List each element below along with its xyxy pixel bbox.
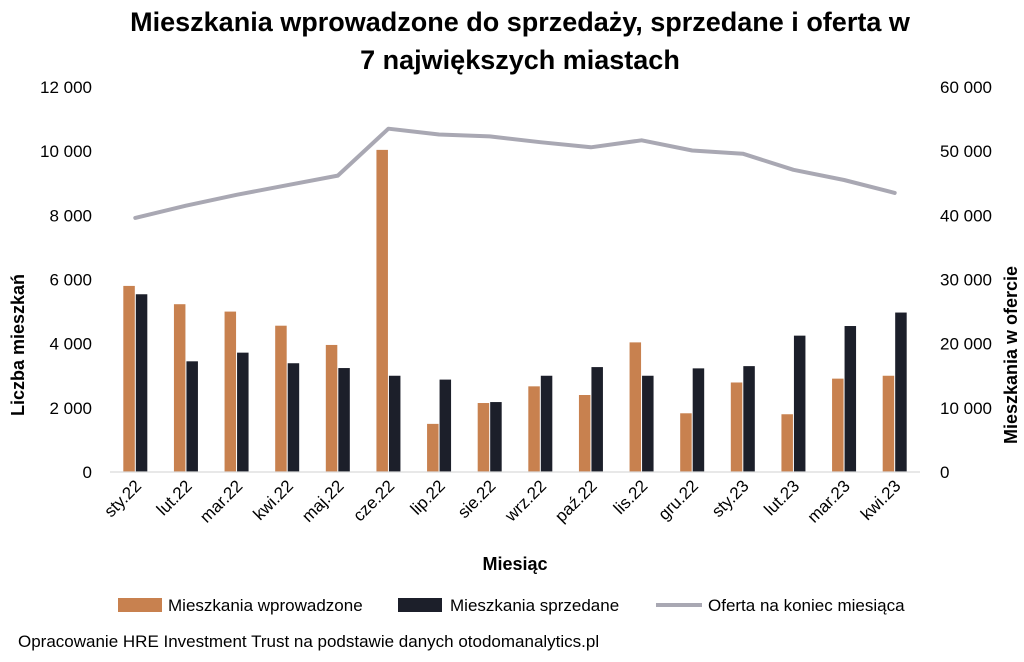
x-tick-label: lut.22 — [153, 476, 196, 519]
bar-mieszkania-sprzedane-kwi-22 — [287, 363, 300, 472]
bar-mieszkania-wprowadzone-kwi-22 — [275, 325, 287, 472]
bar-mieszkania-sprzedane-gru-22 — [692, 368, 705, 472]
bar-mieszkania-wprowadzone-lut-23 — [781, 414, 793, 472]
bar-mieszkania-sprzedane-lut-23 — [793, 335, 806, 472]
y-right-tick-label: 20 000 — [940, 335, 992, 354]
bar-mieszkania-wprowadzone-lut-22 — [173, 304, 186, 472]
bar-mieszkania-sprzedane-lip-22 — [439, 379, 452, 472]
bar-mieszkania-wprowadzone-gru-22 — [680, 413, 692, 472]
y-axis-left-ticks: 0 2 000 4 000 6 000 8 000 10 000 12 000 — [40, 78, 92, 482]
y-right-tick-label: 60 000 — [940, 78, 992, 97]
chart-title-line-1: Mieszkania wprowadzone do sprzedaży, spr… — [130, 7, 911, 37]
bar-mieszkania-sprzedane-sty-23 — [743, 366, 755, 472]
bar-mieszkania-sprzedane-cze-22 — [388, 375, 401, 472]
bar-mieszkania-wprowadzone-mar-22 — [224, 311, 237, 472]
legend-swatch-sprzedane — [398, 598, 442, 612]
x-tick-label: lis.22 — [610, 476, 651, 517]
x-axis-ticks: sty.22 lut.22 mar.22 kwi.22 maj.22 cze.22 lip.… — [101, 476, 905, 526]
chart-title-line-2: 7 największych miastach — [360, 45, 680, 75]
legend-label-sprzedane: Mieszkania sprzedane — [450, 596, 619, 615]
bar-mieszkania-wprowadzone-cze-22 — [376, 149, 388, 472]
y-axis-right-title: Mieszkania w ofercie — [1001, 266, 1021, 444]
x-tick-label: sty.22 — [101, 476, 146, 521]
x-axis-title: Miesiąc — [482, 554, 547, 574]
bar-mieszkania-sprzedane-kwi-23 — [895, 312, 907, 472]
bar-mieszkania-wprowadzone-mar-23 — [832, 378, 844, 472]
bar-mieszkania-wprowadzone-kwi-23 — [882, 375, 895, 472]
bar-mieszkania-wprowadzone-sie-22 — [477, 403, 490, 472]
x-tick-label: lut.23 — [760, 476, 803, 519]
legend-swatch-wprowadzone — [118, 598, 162, 612]
y-left-tick-label: 2 000 — [49, 399, 92, 418]
x-tick-label: kwi.22 — [250, 476, 298, 524]
bar-mieszkania-wprowadzone-lip-22 — [427, 423, 439, 472]
y-left-tick-label: 12 000 — [40, 78, 92, 97]
y-right-tick-label: 30 000 — [940, 271, 992, 290]
x-tick-label: kwi.23 — [857, 476, 905, 524]
x-tick-label: lip.22 — [407, 476, 449, 518]
source-note: Opracowanie HRE Investment Trust na pods… — [18, 632, 599, 651]
y-left-tick-label: 8 000 — [49, 206, 92, 225]
line-series — [133, 126, 897, 220]
y-left-tick-label: 4 000 — [49, 335, 92, 354]
bar-mieszkania-sprzedane-mar-22 — [237, 352, 249, 472]
bar-mieszkania-wprowadzone-lis-22 — [629, 342, 642, 472]
bar-mieszkania-sprzedane-paz-22 — [591, 367, 603, 472]
bar-mieszkania-sprzedane-wrz-22 — [540, 375, 553, 472]
y-left-tick-label: 0 — [83, 463, 92, 482]
legend-label-oferta: Oferta na koniec miesiąca — [708, 596, 905, 615]
line-oferta-na-koniec-miesiaca — [133, 126, 897, 220]
x-tick-label: gru.22 — [654, 476, 702, 524]
x-tick-label: mar.23 — [804, 476, 854, 526]
bar-mieszkania-wprowadzone-maj-22 — [325, 344, 338, 472]
y-right-tick-label: 40 000 — [940, 206, 992, 225]
y-axis-left-title: Liczba mieszkań — [8, 274, 28, 416]
bar-mieszkania-wprowadzone-wrz-22 — [528, 386, 540, 472]
y-left-tick-label: 6 000 — [49, 271, 92, 290]
bar-mieszkania-wprowadzone-sty-22 — [123, 285, 135, 472]
y-right-tick-label: 0 — [940, 463, 949, 482]
legend-label-wprowadzone: Mieszkania wprowadzone — [168, 596, 363, 615]
bar-mieszkania-sprzedane-lis-22 — [642, 375, 654, 472]
y-axis-right-ticks: 0 10 000 20 000 30 000 40 000 50 000 60 000 — [940, 78, 992, 482]
x-tick-label: cze.22 — [349, 476, 398, 525]
x-tick-label: wrz.22 — [501, 476, 551, 526]
bar-mieszkania-wprowadzone-paz-22 — [578, 395, 591, 472]
x-tick-label: sty.23 — [708, 476, 753, 521]
y-left-tick-label: 10 000 — [40, 142, 92, 161]
bar-mieszkania-sprzedane-maj-22 — [338, 368, 350, 472]
x-tick-label: paź.22 — [551, 476, 601, 526]
bar-mieszkania-wprowadzone-sty-23 — [730, 382, 743, 472]
y-right-tick-label: 10 000 — [940, 399, 992, 418]
x-tick-label: maj.22 — [298, 476, 348, 526]
bars — [123, 149, 907, 472]
bar-mieszkania-sprzedane-sie-22 — [490, 402, 502, 472]
bar-mieszkania-sprzedane-lut-22 — [186, 361, 198, 472]
x-tick-label: mar.22 — [196, 476, 246, 526]
bar-mieszkania-sprzedane-mar-23 — [844, 326, 857, 472]
bar-mieszkania-sprzedane-sty-22 — [135, 294, 148, 472]
x-tick-label: sie.22 — [454, 476, 500, 522]
legend: Mieszkania wprowadzone Mieszkania sprzed… — [118, 596, 905, 615]
y-right-tick-label: 50 000 — [940, 142, 992, 161]
